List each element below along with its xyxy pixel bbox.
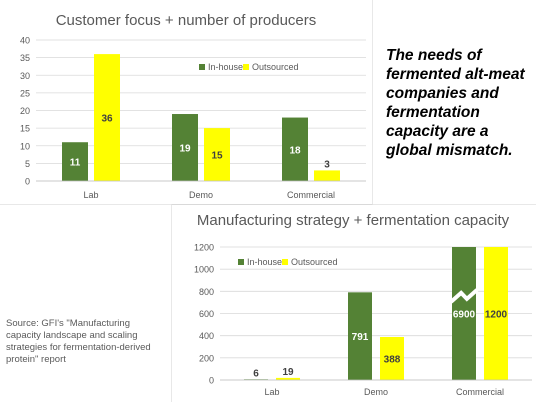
y-tick-label-30: 30 <box>20 71 30 81</box>
bar-outsourced-demo <box>380 336 404 380</box>
data-label-outsourced-demo: 388 <box>384 354 401 365</box>
category-label-demo: Demo <box>364 387 388 397</box>
data-label-in-house-demo: 19 <box>179 144 191 155</box>
data-label-in-house-commercial: 6900 <box>453 310 476 321</box>
y-tick-label-600: 600 <box>199 309 214 319</box>
legend-label-outsourced: Outsourced <box>291 257 338 267</box>
bar-in-house-demo <box>172 114 198 181</box>
y-tick-label-800: 800 <box>199 287 214 297</box>
bar-outsourced-lab <box>94 54 120 181</box>
bar-outsourced-commercial <box>314 170 340 181</box>
y-tick-label-10: 10 <box>20 141 30 151</box>
category-label-commercial: Commercial <box>287 190 335 200</box>
y-tick-label-40: 40 <box>20 36 30 46</box>
bar-in-house-demo <box>348 292 372 380</box>
bar-outsourced-commercial <box>484 247 508 380</box>
legend-swatch-outsourced <box>243 64 249 70</box>
legend-label-in-house: In-house <box>247 257 282 267</box>
category-label-commercial: Commercial <box>456 387 504 397</box>
axis-break-in-house-commercial <box>449 288 479 304</box>
data-label-outsourced-demo: 15 <box>211 151 223 162</box>
y-tick-label-0: 0 <box>209 376 214 386</box>
legend-label-outsourced: Outsourced <box>252 62 299 72</box>
y-tick-label-200: 200 <box>199 353 214 363</box>
category-label-demo: Demo <box>189 190 213 200</box>
bar-in-house-commercial <box>452 247 476 380</box>
chart-title: Customer focus + number of producers <box>56 12 317 29</box>
legend-swatch-outsourced <box>282 259 288 265</box>
category-label-lab: Lab <box>83 190 98 200</box>
category-label-lab: Lab <box>264 387 279 397</box>
y-tick-label-25: 25 <box>20 88 30 98</box>
y-tick-label-5: 5 <box>25 159 30 169</box>
data-label-outsourced-lab: 19 <box>282 367 294 378</box>
bar-in-house-commercial <box>282 117 308 181</box>
data-label-in-house-commercial: 18 <box>289 145 301 156</box>
bar-outsourced-lab <box>276 377 300 380</box>
data-label-in-house-lab: 11 <box>70 158 81 169</box>
legend-swatch-in-house <box>238 259 244 265</box>
y-tick-label-1200: 1200 <box>194 243 214 253</box>
y-tick-label-20: 20 <box>20 106 30 116</box>
y-tick-label-15: 15 <box>20 124 30 134</box>
source-note: Source: GFI's "Manufacturing capacity la… <box>6 318 151 365</box>
data-label-in-house-lab: 6 <box>253 368 259 379</box>
chart-title: Manufacturing strategy + fermentation ca… <box>197 212 510 229</box>
bar-outsourced-demo <box>204 128 230 181</box>
y-tick-label-0: 0 <box>25 177 30 187</box>
y-tick-label-35: 35 <box>20 53 30 63</box>
y-tick-label-400: 400 <box>199 331 214 341</box>
manufacturing-capacity-chart: Manufacturing strategy + fermentation ca… <box>194 212 532 397</box>
legend-swatch-in-house <box>199 64 205 70</box>
customer-focus-chart: Customer focus + number of producers 0 5 10… <box>20 12 366 200</box>
legend-label-in-house: In-house <box>208 62 243 72</box>
headline-text: The needs of fermented alt-meat companie… <box>386 47 525 159</box>
data-label-in-house-demo: 791 <box>352 332 369 343</box>
data-label-outsourced-commercial: 1200 <box>485 310 508 321</box>
y-tick-label-1000: 1000 <box>194 265 214 275</box>
data-label-outsourced-lab: 36 <box>101 114 113 125</box>
bar-in-house-lab <box>62 142 88 181</box>
data-label-outsourced-commercial: 3 <box>324 159 330 170</box>
